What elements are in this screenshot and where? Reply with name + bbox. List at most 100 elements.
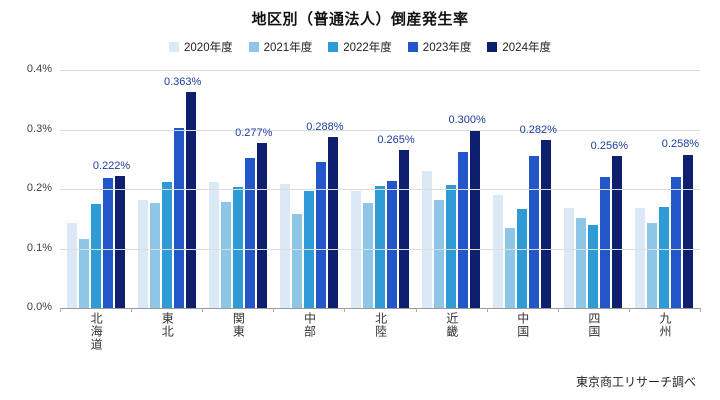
bar-2023年度 bbox=[386, 181, 397, 308]
x-axis-category-label: 中部 bbox=[302, 312, 317, 338]
chart-title: 地区別（普通法人）倒産発生率 bbox=[251, 11, 469, 28]
bar-2023年度 bbox=[458, 152, 469, 308]
bar-2023年度 bbox=[102, 178, 113, 308]
y-axis-label: 0.1% bbox=[26, 241, 52, 254]
bar-2024年度 bbox=[683, 154, 694, 308]
bar-2023年度 bbox=[244, 158, 255, 308]
y-axis-label: 0.4% bbox=[26, 63, 52, 75]
bar-2020年度 bbox=[208, 182, 219, 308]
bar-2022年度 bbox=[659, 206, 670, 308]
legend-swatch bbox=[248, 42, 259, 52]
bar-2024年度 bbox=[327, 136, 338, 308]
legend-swatch bbox=[328, 42, 339, 52]
legend-label: 2021年度 bbox=[263, 42, 313, 54]
bar-group bbox=[279, 70, 338, 308]
x-axis-category-label: 北海道 bbox=[89, 312, 104, 351]
legend-item: 2023年度 bbox=[407, 39, 472, 55]
bar-2024年度 bbox=[398, 150, 409, 308]
legend-item: 2021年度 bbox=[248, 39, 313, 55]
bar-2020年度 bbox=[635, 208, 646, 308]
bar-2020年度 bbox=[66, 222, 77, 308]
gridline bbox=[60, 248, 700, 250]
bar-2022年度 bbox=[232, 187, 243, 308]
data-label: 0.363% bbox=[164, 76, 202, 88]
x-axis-category-label: 近畿 bbox=[444, 312, 459, 338]
x-axis-category-label: 四国 bbox=[586, 312, 601, 338]
bar-group bbox=[635, 70, 694, 308]
data-label: 0.282% bbox=[519, 124, 557, 137]
bar-2020年度 bbox=[493, 194, 504, 308]
x-tick-mark bbox=[273, 308, 274, 312]
x-axis-line bbox=[60, 308, 700, 309]
x-tick-mark bbox=[629, 308, 630, 312]
bar-2023年度 bbox=[173, 127, 184, 308]
legend: 2020年度 2021年度 2022年度 2023年度 2024年度 bbox=[0, 39, 720, 55]
x-tick-mark bbox=[202, 308, 203, 312]
data-label: 0.288% bbox=[306, 120, 344, 133]
legend-item: 2024年度 bbox=[487, 39, 551, 55]
bar-2021年度 bbox=[647, 222, 658, 308]
bar-group bbox=[137, 70, 196, 308]
bar-2024年度 bbox=[541, 140, 552, 308]
x-axis-category-label: 九州 bbox=[658, 312, 673, 338]
bar-2024年度 bbox=[185, 92, 196, 308]
bar-2022年度 bbox=[374, 186, 385, 308]
x-tick-mark bbox=[558, 308, 559, 312]
x-tick-mark bbox=[416, 308, 417, 312]
legend-label: 2024年度 bbox=[502, 42, 551, 54]
bar-2022年度 bbox=[588, 224, 599, 308]
bar-2021年度 bbox=[78, 238, 89, 308]
data-label: 0.277% bbox=[235, 127, 273, 140]
bar-2020年度 bbox=[279, 184, 290, 308]
bar-group bbox=[493, 70, 552, 308]
legend-item: 2020年度 bbox=[169, 39, 233, 55]
data-label: 0.300% bbox=[448, 113, 486, 126]
bar-2023年度 bbox=[315, 162, 326, 308]
legend-swatch bbox=[169, 42, 180, 52]
bar-2021年度 bbox=[434, 200, 445, 308]
legend-label: 2022年度 bbox=[343, 42, 392, 54]
bar-2021年度 bbox=[291, 214, 302, 308]
legend-item: 2022年度 bbox=[328, 39, 392, 55]
bar-group bbox=[66, 70, 125, 308]
gridline bbox=[60, 70, 700, 71]
y-axis-label: 0.3% bbox=[26, 122, 52, 135]
legend-swatch bbox=[487, 42, 498, 52]
bar-2020年度 bbox=[422, 170, 433, 308]
x-axis: 北海道 東北 関東 中部 北陸 近畿 中国 四国 九州 bbox=[60, 312, 700, 351]
x-tick-mark bbox=[700, 308, 701, 312]
bar-2024年度 bbox=[612, 155, 623, 308]
bar-2023年度 bbox=[671, 177, 682, 308]
x-axis-category-label: 北陸 bbox=[373, 312, 388, 338]
data-label: 0.265% bbox=[377, 134, 415, 147]
legend-label: 2023年度 bbox=[422, 42, 472, 54]
bar-2024年度 bbox=[470, 129, 481, 308]
gridline bbox=[60, 189, 700, 190]
bar-group bbox=[564, 70, 623, 308]
x-tick-mark bbox=[344, 308, 345, 312]
x-axis-category-label: 関東 bbox=[231, 312, 246, 338]
data-label: 0.256% bbox=[590, 139, 628, 152]
bar-2022年度 bbox=[161, 181, 172, 308]
bar-2021年度 bbox=[149, 203, 160, 308]
bar-2022年度 bbox=[303, 191, 314, 308]
source-note: 東京商工リサーチ調べ bbox=[575, 375, 696, 389]
legend-swatch bbox=[407, 42, 418, 52]
data-label: 0.258% bbox=[661, 138, 700, 151]
y-axis-label: 0.0% bbox=[26, 301, 52, 313]
x-tick-mark bbox=[131, 308, 132, 312]
x-axis-category-label: 中国 bbox=[515, 312, 530, 338]
bar-2021年度 bbox=[362, 202, 373, 308]
bar-2022年度 bbox=[446, 185, 457, 308]
x-tick-mark bbox=[60, 308, 61, 312]
legend-label: 2020年度 bbox=[184, 42, 233, 54]
x-axis-category-label: 東北 bbox=[160, 312, 175, 338]
bar-series-container bbox=[60, 70, 700, 308]
bar-2022年度 bbox=[517, 208, 528, 308]
plot-area: 0.222% 0.363% 0.277% 0.288% 0.265% 0.300% 0.28… bbox=[60, 70, 701, 312]
gridline bbox=[60, 129, 700, 131]
bar-2023年度 bbox=[600, 177, 611, 308]
bar-2020年度 bbox=[137, 200, 148, 308]
data-label: 0.222% bbox=[92, 159, 131, 172]
